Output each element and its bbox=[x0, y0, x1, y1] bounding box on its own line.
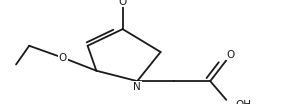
Text: O: O bbox=[119, 0, 127, 7]
Text: O: O bbox=[227, 50, 235, 60]
Text: OH: OH bbox=[235, 100, 251, 104]
Text: N: N bbox=[133, 82, 141, 92]
Text: O: O bbox=[59, 53, 67, 63]
